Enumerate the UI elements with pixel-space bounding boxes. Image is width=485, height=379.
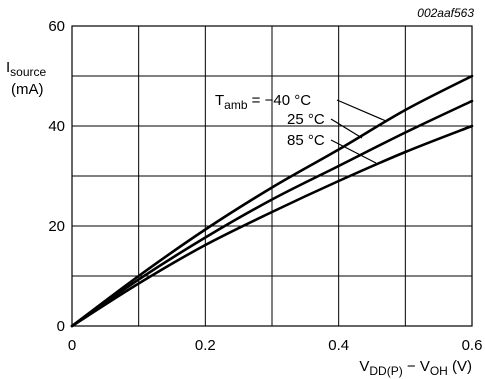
y-tick-label: 20 [48,218,65,235]
y-tick-label: 0 [57,318,65,335]
x-axis-label-sub: DD(P) [369,364,402,378]
figure-id: 002aaf563 [417,6,474,20]
x-tick-labels: 0 0.2 0.4 0.6 [68,337,483,354]
label-leaders [330,99,387,164]
plot-frame [71,25,473,327]
y-tick-label: 40 [48,118,65,135]
x-tick-label: 0.2 [195,337,216,354]
x-axis-label-sub: OH [430,364,448,378]
x-axis-label-part: − V [403,358,430,375]
series-label-neg40-rest: = −40 °C [248,92,312,109]
series-curve-0 [70,74,474,328]
series-label-neg40-sub: amb [224,98,248,112]
leader-line-85 [330,139,377,164]
x-axis-label-part: (V) [448,358,472,375]
leader-line-25 [330,118,363,139]
leader-line-neg40 [336,99,387,122]
y-tick-labels: 0 20 40 60 [48,18,65,335]
y-tick-label: 60 [48,18,65,35]
series-curve-2 [70,124,474,328]
x-tick-label: 0.4 [328,337,349,354]
x-axis-label: VDD(P) − VOH (V) [359,358,472,378]
series-label-25: 25 °C [287,111,325,128]
y-axis-label-sub: source [10,65,46,79]
x-tick-label: 0 [68,337,76,354]
series-curves [70,74,474,328]
series-label-neg40: Tamb = −40 °C [215,92,311,112]
series-label-85: 85 °C [287,132,325,149]
series-label-neg40-main: T [215,92,224,109]
x-tick-label: 0.6 [462,337,483,354]
y-axis-label: Isource [6,59,47,79]
x-axis-label-part: V [359,358,369,375]
y-axis-unit: (mA) [11,81,44,98]
series-curve-1 [70,99,474,328]
y-axis-label-main: I [6,59,10,76]
